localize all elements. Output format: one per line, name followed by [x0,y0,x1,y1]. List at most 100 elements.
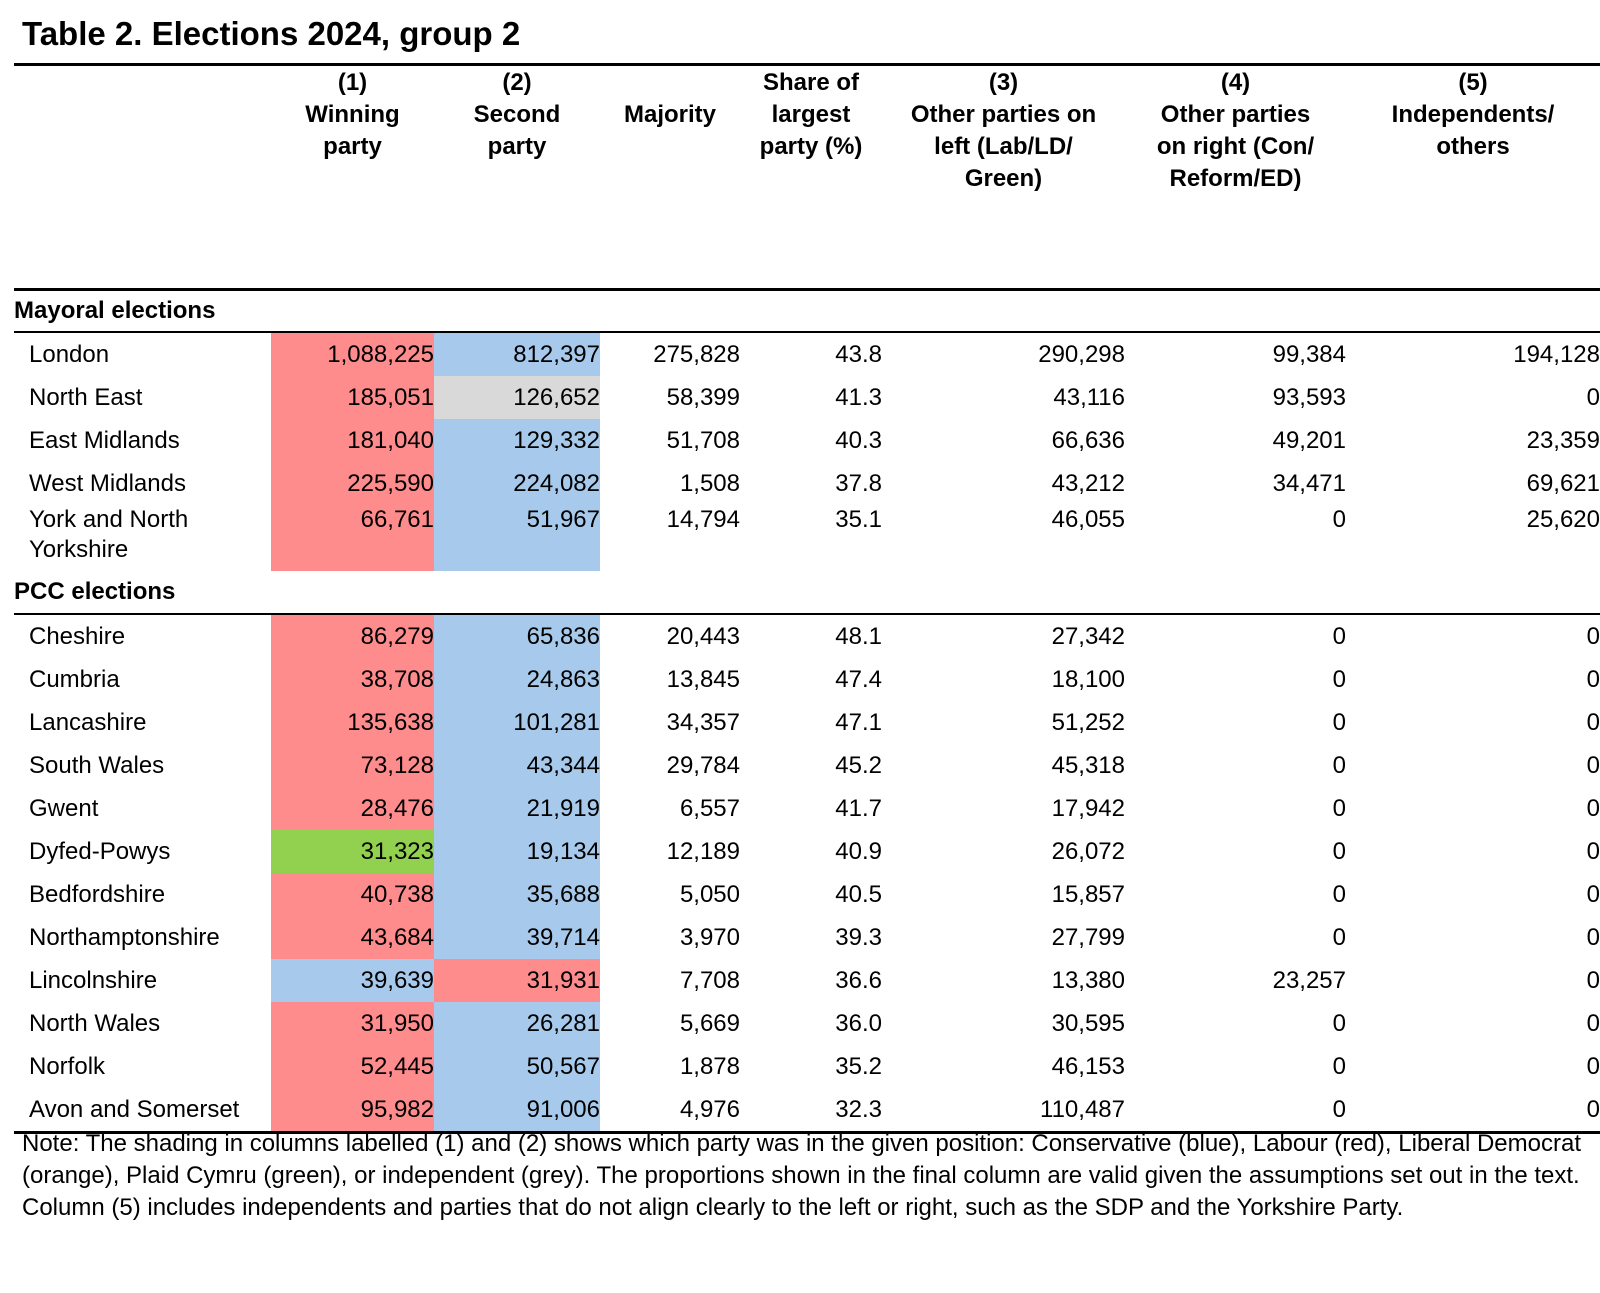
independents-cell: 0 [1346,1088,1600,1134]
second-party-votes-cell: 126,652 [434,376,600,419]
table-row: Gwent 28,476 21,919 6,557 41.7 17,942 0 0 [14,787,1600,830]
share-cell: 48.1 [835,622,882,650]
independents-cell: 0 [1586,880,1600,908]
majority-cell: 51,708 [666,426,740,454]
second-party-votes-cell: 19,134 [434,830,600,873]
winning-party-votes-cell: 52,445 [271,1045,434,1088]
share-cell: 39.3 [835,923,882,951]
independents-cell: 0 [1586,1052,1600,1080]
table-row: North Wales 31,950 26,281 5,669 36.0 30,595 0 0 [14,1002,1600,1045]
area-name-cell: Cheshire [29,622,126,650]
second-party-votes-cell: 35,688 [434,873,600,916]
share-cell: 40.3 [835,426,882,454]
area-name-cell: Dyfed-Powys [29,837,171,865]
table-row: Norfolk 52,445 50,567 1,878 35.2 46,153 0 0 [14,1045,1600,1088]
area-name-cell: North East [29,383,143,411]
table-row: London 1,088,225 812,397 275,828 43.8 290,298… [14,332,1600,376]
other-left-cell: 43,116 [1053,383,1125,411]
independents-cell: 0 [1586,1009,1600,1037]
winning-party-votes-cell: 181,040 [271,419,434,462]
independents-cell: 0 [1586,966,1600,994]
majority-cell: 5,669 [679,1009,740,1037]
area-name-cell: West Midlands [29,469,186,497]
second-party-votes-cell: 21,919 [434,787,600,830]
table-row: Northamptonshire 43,684 39,714 3,970 39.3 27,… [14,916,1600,959]
other-left-cell: 30,595 [1051,1009,1125,1037]
second-party-votes-cell: 224,082 [434,462,600,505]
winning-party-votes-cell: 43,684 [271,916,434,959]
table-row: Bedfordshire 40,738 35,688 5,050 40.5 15,857 0… [14,873,1600,916]
independents-cell: 0 [1586,622,1600,650]
winning-party-votes-cell: 31,323 [271,830,434,873]
other-right-cell: 0 [1332,622,1346,650]
independents-cell: 0 [1586,665,1600,693]
majority-cell: 1,878 [679,1052,740,1080]
section-header-row: PCC elections [14,571,1600,615]
independents-cell: 25,620 [1526,506,1600,533]
other-left-cell: 46,055 [1051,506,1125,533]
table-row: Cheshire 86,279 65,836 20,443 48.1 27,342 0 0 [14,614,1600,658]
winning-party-votes-cell: 66,761 [271,505,434,571]
share-cell: 40.9 [835,837,882,865]
table-row: South Wales 73,128 43,344 29,784 45.2 45,318 0… [14,744,1600,787]
area-name-cell: York and North Yorkshire [29,506,189,563]
share-cell: 36.6 [835,966,882,994]
other-right-cell: 99,384 [1272,340,1346,368]
header-share: Share of largest party (%) [740,63,882,291]
majority-cell: 5,050 [679,880,740,908]
majority-cell: 6,557 [679,794,740,822]
share-cell: 47.4 [835,665,882,693]
share-cell: 43.8 [835,340,882,368]
winning-party-votes-cell: 28,476 [271,787,434,830]
majority-cell: 4,976 [600,1088,740,1134]
share-cell: 32.3 [740,1088,882,1134]
table-note: Note: The shading in columns labelled (1… [22,1130,1582,1221]
other-left-cell: 45,318 [1051,751,1125,779]
area-name-cell: Lincolnshire [29,966,158,994]
area-name-cell: Norfolk [29,1052,106,1080]
winning-party-votes-cell: 225,590 [271,462,434,505]
other-right-cell: 0 [1332,794,1346,822]
area-name-cell: East Midlands [29,426,180,454]
area-name-cell: Avon and Somerset [14,1088,271,1134]
area-name-cell: Northamptonshire [29,923,220,951]
elections-table: (1) Winning party (2) Second party Major… [14,63,1600,1134]
header-majority: Majority [600,63,740,291]
majority-cell: 7,708 [679,966,740,994]
majority-cell: 3,970 [679,923,740,951]
second-party-votes-cell: 812,397 [434,332,600,376]
independents-cell: 0 [1586,383,1600,411]
winning-party-votes-cell: 40,738 [271,873,434,916]
majority-cell: 14,794 [666,506,740,533]
winning-party-votes-cell: 1,088,225 [271,332,434,376]
majority-cell: 275,828 [653,340,740,368]
area-name-cell: Bedfordshire [29,880,166,908]
table-row: West Midlands 225,590 224,082 1,508 37.8 43,2… [14,462,1600,505]
other-left-cell: 26,072 [1051,837,1125,865]
other-left-cell: 110,487 [882,1088,1125,1134]
section-label: PCC elections [14,571,1600,615]
winning-party-votes-cell: 39,639 [271,959,434,1002]
majority-cell: 1,508 [679,469,740,497]
other-left-cell: 18,100 [1051,665,1125,693]
other-right-cell: 0 [1332,1052,1346,1080]
area-name-cell: North Wales [29,1009,161,1037]
table-row: York and North Yorkshire 66,761 51,967 14,7… [14,505,1600,571]
majority-cell: 13,845 [666,665,740,693]
second-party-votes-cell: 43,344 [434,744,600,787]
other-right-cell: 0 [1332,923,1346,951]
header-other-left: (3) Other parties on left (Lab/LD/ Green… [882,63,1125,291]
winning-party-votes-cell: 31,950 [271,1002,434,1045]
header-independents: (5) Independents/ others [1346,63,1600,291]
other-right-cell: 0 [1332,1009,1346,1037]
share-cell: 41.7 [835,794,882,822]
other-left-cell: 15,857 [1051,880,1125,908]
second-party-votes-cell: 129,332 [434,419,600,462]
table-row: Lincolnshire 39,639 31,931 7,708 36.6 13,380 2… [14,959,1600,1002]
table-row: Avon and Somerset 95,982 91,006 4,976 32.3 11… [14,1088,1600,1134]
independents-cell: 194,128 [1513,340,1600,368]
winning-party-votes-cell: 86,279 [271,614,434,658]
table-body: Mayoral elections London 1,088,225 812,397 2… [14,289,1600,1134]
other-left-cell: 290,298 [1038,340,1125,368]
majority-cell: 58,399 [666,383,740,411]
